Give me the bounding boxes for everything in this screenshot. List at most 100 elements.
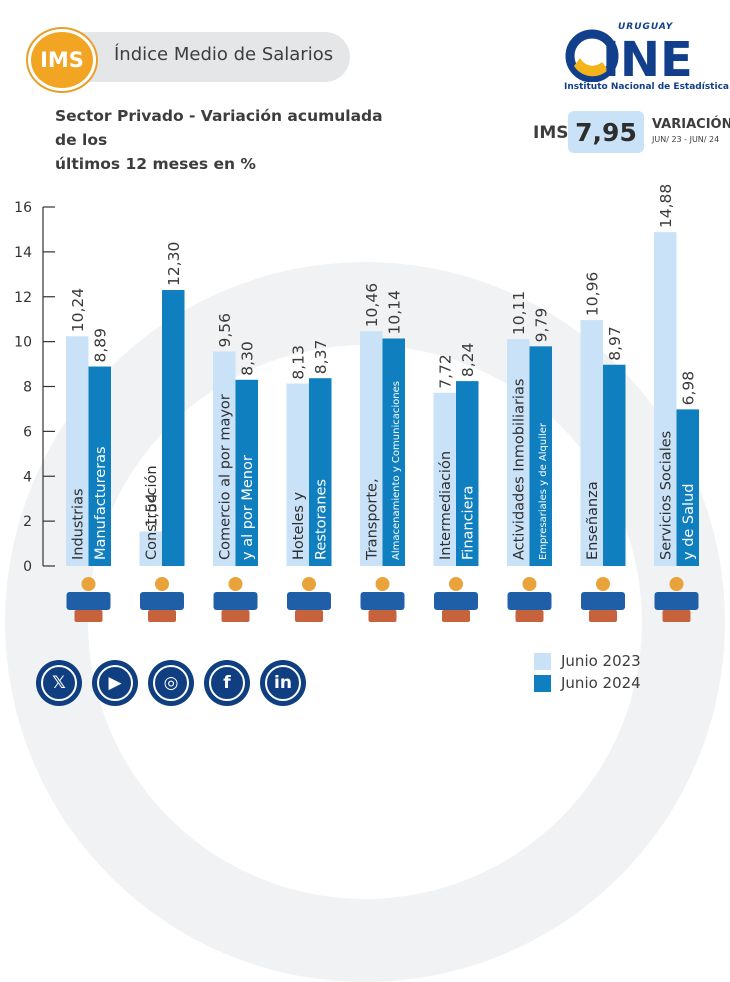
value-label: 9,56 [216,313,234,348]
hospital-icon [654,577,699,622]
legend-item-2023: Junio 2023 [534,652,641,670]
bar-junio-2024 [676,409,699,566]
category-label: Enseñanza [585,481,601,560]
category-label: Comercio al por mayor [217,394,233,560]
legend-swatch-2024 [534,674,551,692]
category-label: Servicios Sociales [658,431,674,560]
category-label: Industrias [70,488,86,560]
linkedin-button[interactable]: in [260,660,306,706]
instagram-button[interactable]: ◎ [148,660,194,706]
bar-junio-2023 [433,392,456,566]
bar-junio-2024 [382,338,405,566]
house-key-icon [507,577,552,622]
value-label: 8,89 [92,328,110,363]
category-label: Actividades Inmobiliarias [511,379,527,560]
bar-junio-2024 [309,378,332,566]
value-label: 9,79 [533,308,551,343]
factory-workers-icon [66,577,111,622]
category-label: y al por Menor [240,455,256,560]
value-label: 6,98 [680,371,698,406]
subtitle-line-2: últimos 12 meses en % [55,155,256,173]
kpi-caption: VARIACIÓN [652,117,730,132]
facebook-icon: f [209,665,245,701]
value-label: 10,14 [386,290,404,334]
bar-junio-2023 [139,531,162,566]
youtube-button[interactable]: ▶ [92,660,138,706]
bar-junio-2023 [654,232,677,566]
shop-shelves-icon [213,577,258,622]
kpi-period: JUN/ 23 - JUN/ 24 [652,135,720,144]
category-label: Intermediación [438,451,454,560]
instagram-icon: ◎ [153,665,189,701]
subtitle-line-1: Sector Privado - Variación acumulada de … [55,107,383,149]
ine-logo: URUGUAY INE Instituto Nacional de Estadí… [562,22,729,94]
category-label: Transporte, [364,478,380,561]
bar-junio-2023 [580,320,603,566]
category-label: Manufactureras [93,446,109,560]
facebook-button[interactable]: f [204,660,250,706]
linkedin-icon: in [265,665,301,701]
kpi-label: IMS [533,123,569,143]
legend-item-2024: Junio 2024 [534,674,641,692]
category-label: Hoteles y [291,492,307,560]
value-label: 7,72 [437,354,455,389]
value-label: 8,97 [606,326,624,361]
bar-chart: 0 2 4 6 8 10 12 14 16 Industrias Manufactureras 10,… [14,184,699,622]
value-label: 1,54 [143,493,161,528]
x-button[interactable]: 𝕏 [36,660,82,706]
y-tick-label: 14 [14,245,32,261]
logo-main-text: INE [602,32,693,82]
legend-label-2024: Junio 2024 [561,674,641,692]
category-label: Restoranes [313,479,329,560]
finance-icon [434,577,478,622]
logo-mark: INE [565,29,693,82]
value-label: 8,37 [312,340,330,375]
y-tick-label: 0 [23,559,32,575]
value-label: 10,46 [363,283,381,327]
youtube-icon: ▶ [97,665,133,701]
value-label: 12,30 [165,242,183,286]
page-title: Índice Medio de Salarios [114,44,334,65]
bar-junio-2023 [360,331,383,566]
bar-junio-2024 [235,379,258,566]
y-tick-label: 16 [14,200,32,216]
restaurant-icon [287,577,331,622]
category-label: y de Salud [681,484,697,560]
bar-junio-2023 [286,383,309,566]
bar-junio-2024 [88,366,111,566]
value-label: 10,11 [510,291,528,335]
bar-junio-2024 [162,290,185,566]
value-label: 10,24 [69,288,87,332]
kpi-value: 7,95 [568,111,644,153]
category-label: Almacenamiento y Comunicaciones [391,381,402,560]
chart-subtitle: Sector Privado - Variación acumulada de … [55,104,405,176]
value-label: 14,88 [657,184,675,228]
logo-subtitle: Instituto Nacional de Estadística [564,82,729,92]
logo-country: URUGUAY [618,22,674,32]
y-tick-label: 12 [14,290,32,306]
value-label: 8,24 [459,343,477,378]
bar-junio-2023 [507,339,530,566]
category-label: Construcción [144,465,160,560]
y-tick-label: 4 [23,469,32,485]
legend-swatch-2023 [534,652,551,670]
ims-badge: IMS [28,29,96,91]
y-tick-label: 2 [23,514,32,530]
graduate-icon [581,577,625,622]
bar-junio-2023 [213,351,236,566]
transport-icon [360,577,405,622]
bar-junio-2023 [66,336,89,566]
y-tick-label: 10 [14,335,32,351]
bar-junio-2024 [603,364,626,566]
x-icon: 𝕏 [41,665,77,701]
y-tick-label: 6 [23,424,32,440]
legend-label-2023: Junio 2023 [561,652,641,670]
construction-worker-icon [140,577,184,622]
category-label: Financiera [460,486,476,560]
value-label: 10,96 [584,272,602,316]
value-label: 8,13 [290,345,308,380]
value-label: 8,30 [239,341,257,376]
bar-junio-2024 [529,346,552,566]
category-label: Empresariales y de Alquiler [538,422,549,560]
y-tick-label: 8 [23,380,32,396]
